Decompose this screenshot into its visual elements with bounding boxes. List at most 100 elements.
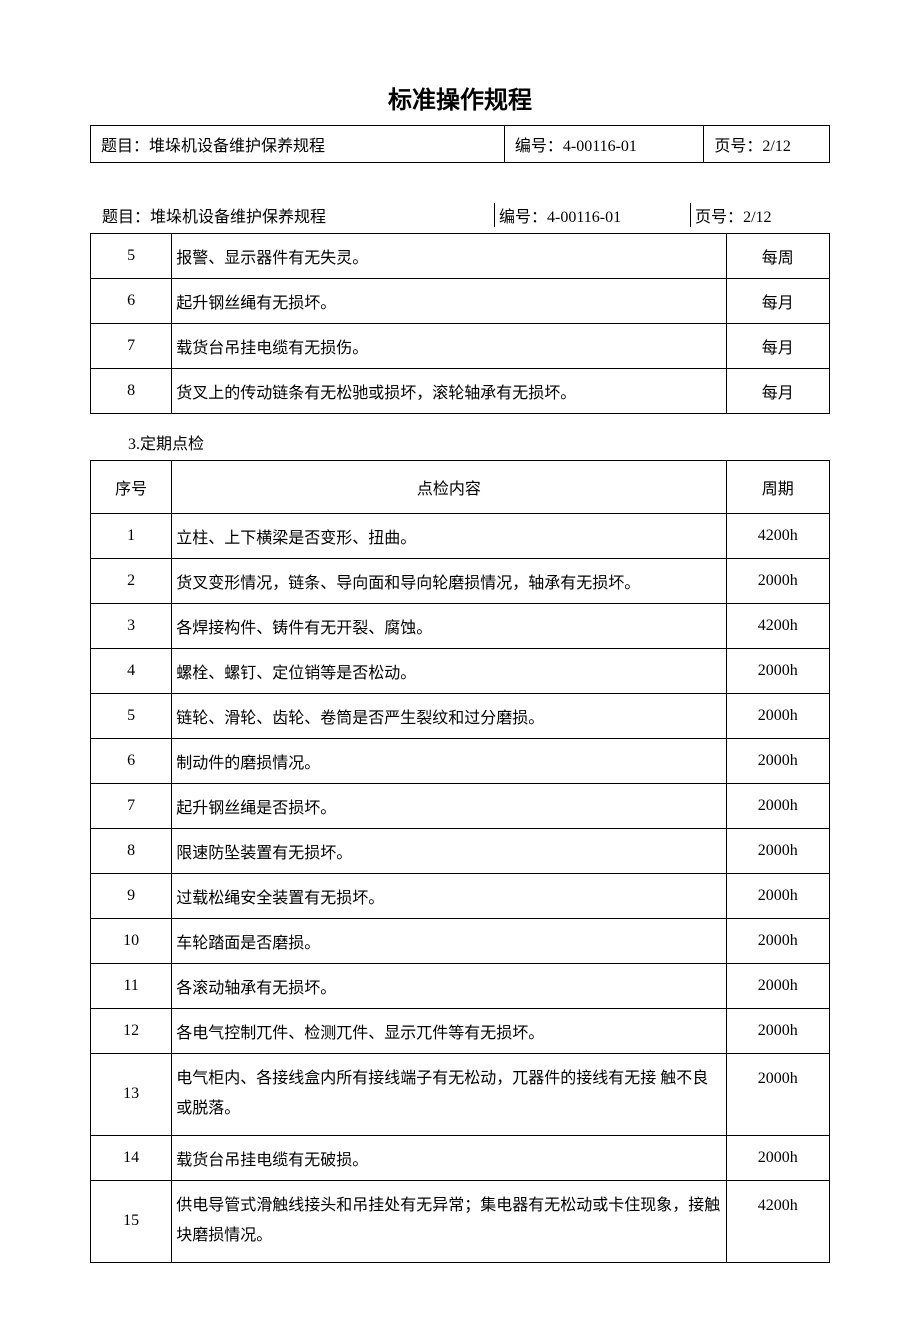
- subheader-topic-value: 堆垛机设备维护保养规程: [150, 209, 326, 226]
- row-content: 供电导管式滑触线接头和吊挂处有无异常；集电器有无松动或卡住现象，接触块磨损情况。: [172, 1180, 726, 1262]
- row-number: 5: [91, 234, 172, 279]
- row-period: 2000h: [726, 829, 829, 874]
- row-number: 5: [91, 694, 172, 739]
- subheader-number: 编号：4-00116-01: [494, 203, 690, 227]
- subheader-page-label: 页号：: [695, 209, 743, 226]
- header-table: 题目：堆垛机设备维护保养规程 编号：4-00116-01 页号：2/12: [90, 125, 830, 163]
- row-number: 8: [91, 829, 172, 874]
- table-row: 11各滚动轴承有无损坏。2000h: [91, 964, 830, 1009]
- table-row: 13电气柜内、各接线盒内所有接线端子有无松动，兀器件的接线有无接 触不良或脱落。…: [91, 1054, 830, 1136]
- row-number: 1: [91, 514, 172, 559]
- subheader-number-value: 4-00116-01: [547, 209, 621, 226]
- subheader-page-value: 2/12: [743, 209, 771, 226]
- row-content: 各电气控制兀件、检测兀件、显示兀件等有无损坏。: [172, 1009, 726, 1054]
- row-number: 14: [91, 1135, 172, 1180]
- section-3-label: 3.定期点检: [90, 428, 830, 460]
- table-row: 15供电导管式滑触线接头和吊挂处有无异常；集电器有无松动或卡住现象，接触块磨损情…: [91, 1180, 830, 1262]
- row-number: 6: [91, 739, 172, 784]
- row-number: 15: [91, 1180, 172, 1262]
- table-row: 8限速防坠装置有无损坏。2000h: [91, 829, 830, 874]
- subheader-row: 题目：堆垛机设备维护保养规程 编号：4-00116-01 页号：2/12: [90, 203, 830, 231]
- row-period: 4200h: [726, 1180, 829, 1262]
- row-period: 每月: [726, 369, 829, 414]
- subheader-number-label: 编号：: [499, 209, 547, 226]
- table-row: 2货叉变形情况，链条、导向面和导向轮磨损情况，轴承有无损坏。2000h: [91, 559, 830, 604]
- header-number-cell: 编号：4-00116-01: [504, 126, 704, 163]
- row-period: 每月: [726, 324, 829, 369]
- inspection-table-1: 5报警、显示器件有无失灵。每周6起升钢丝绳有无损坏。每月7载货台吊挂电缆有无损伤…: [90, 233, 830, 414]
- row-period: 2000h: [726, 964, 829, 1009]
- table-row: 3各焊接构件、铸件有无开裂、腐蚀。4200h: [91, 604, 830, 649]
- table-row: 7载货台吊挂电缆有无损伤。每月: [91, 324, 830, 369]
- table-row: 12各电气控制兀件、检测兀件、显示兀件等有无损坏。2000h: [91, 1009, 830, 1054]
- header-page-value: 2/12: [762, 138, 790, 155]
- table-row: 8货叉上的传动链条有无松驰或损坏，滚轮轴承有无损坏。每月: [91, 369, 830, 414]
- header-topic-cell: 题目：堆垛机设备维护保养规程: [91, 126, 505, 163]
- row-number: 4: [91, 649, 172, 694]
- table-row: 9过载松绳安全装置有无损坏。2000h: [91, 874, 830, 919]
- row-period: 2000h: [726, 1054, 829, 1136]
- row-period: 2000h: [726, 694, 829, 739]
- header-content: 点检内容: [172, 461, 726, 514]
- subheader-topic: 题目：堆垛机设备维护保养规程: [102, 203, 494, 227]
- row-number: 10: [91, 919, 172, 964]
- subheader-page: 页号：2/12: [690, 203, 828, 227]
- row-content: 电气柜内、各接线盒内所有接线端子有无松动，兀器件的接线有无接 触不良或脱落。: [172, 1054, 726, 1136]
- row-period: 2000h: [726, 919, 829, 964]
- row-number: 7: [91, 324, 172, 369]
- row-number: 11: [91, 964, 172, 1009]
- table-row: 4螺栓、螺钉、定位销等是否松动。2000h: [91, 649, 830, 694]
- row-content: 载货台吊挂电缆有无损伤。: [172, 324, 726, 369]
- row-content: 载货台吊挂电缆有无破损。: [172, 1135, 726, 1180]
- row-period: 2000h: [726, 874, 829, 919]
- row-number: 9: [91, 874, 172, 919]
- row-number: 3: [91, 604, 172, 649]
- header-number-value: 4-00116-01: [563, 138, 637, 155]
- row-content: 制动件的磨损情况。: [172, 739, 726, 784]
- row-number: 12: [91, 1009, 172, 1054]
- header-num: 序号: [91, 461, 172, 514]
- header-topic-label: 题目：: [101, 138, 149, 155]
- table-row: 5链轮、滑轮、齿轮、卷筒是否严生裂纹和过分磨损。2000h: [91, 694, 830, 739]
- table-row: 1立柱、上下横梁是否变形、扭曲。4200h: [91, 514, 830, 559]
- row-content: 货叉变形情况，链条、导向面和导向轮磨损情况，轴承有无损坏。: [172, 559, 726, 604]
- row-number: 6: [91, 279, 172, 324]
- table-row: 6制动件的磨损情况。2000h: [91, 739, 830, 784]
- document-title: 标准操作规程: [90, 80, 830, 115]
- row-number: 8: [91, 369, 172, 414]
- row-content: 车轮踏面是否磨损。: [172, 919, 726, 964]
- row-content: 限速防坠装置有无损坏。: [172, 829, 726, 874]
- row-content: 立柱、上下横梁是否变形、扭曲。: [172, 514, 726, 559]
- header-period: 周期: [726, 461, 829, 514]
- row-period: 2000h: [726, 559, 829, 604]
- row-content: 报警、显示器件有无失灵。: [172, 234, 726, 279]
- row-period: 每周: [726, 234, 829, 279]
- table-row: 14载货台吊挂电缆有无破损。2000h: [91, 1135, 830, 1180]
- table-row: 10车轮踏面是否磨损。2000h: [91, 919, 830, 964]
- header-number-label: 编号：: [515, 138, 563, 155]
- row-number: 13: [91, 1054, 172, 1136]
- row-period: 4200h: [726, 604, 829, 649]
- header-page-cell: 页号：2/12: [704, 126, 830, 163]
- row-content: 各滚动轴承有无损坏。: [172, 964, 726, 1009]
- row-content: 过载松绳安全装置有无损坏。: [172, 874, 726, 919]
- table-row: 5报警、显示器件有无失灵。每周: [91, 234, 830, 279]
- row-period: 2000h: [726, 1009, 829, 1054]
- inspection-table-2: 序号点检内容周期1立柱、上下横梁是否变形、扭曲。4200h2货叉变形情况，链条、…: [90, 460, 830, 1263]
- header-topic-value: 堆垛机设备维护保养规程: [149, 138, 325, 155]
- table-header-row: 序号点检内容周期: [91, 461, 830, 514]
- row-period: 2000h: [726, 739, 829, 784]
- row-period: 2000h: [726, 784, 829, 829]
- subheader-topic-label: 题目：: [102, 209, 150, 226]
- row-content: 螺栓、螺钉、定位销等是否松动。: [172, 649, 726, 694]
- row-period: 4200h: [726, 514, 829, 559]
- row-content: 起升钢丝绳是否损坏。: [172, 784, 726, 829]
- row-period: 2000h: [726, 1135, 829, 1180]
- row-content: 各焊接构件、铸件有无开裂、腐蚀。: [172, 604, 726, 649]
- row-content: 链轮、滑轮、齿轮、卷筒是否严生裂纹和过分磨损。: [172, 694, 726, 739]
- table-row: 6起升钢丝绳有无损坏。每月: [91, 279, 830, 324]
- row-content: 起升钢丝绳有无损坏。: [172, 279, 726, 324]
- table-row: 7起升钢丝绳是否损坏。2000h: [91, 784, 830, 829]
- row-period: 每月: [726, 279, 829, 324]
- row-number: 7: [91, 784, 172, 829]
